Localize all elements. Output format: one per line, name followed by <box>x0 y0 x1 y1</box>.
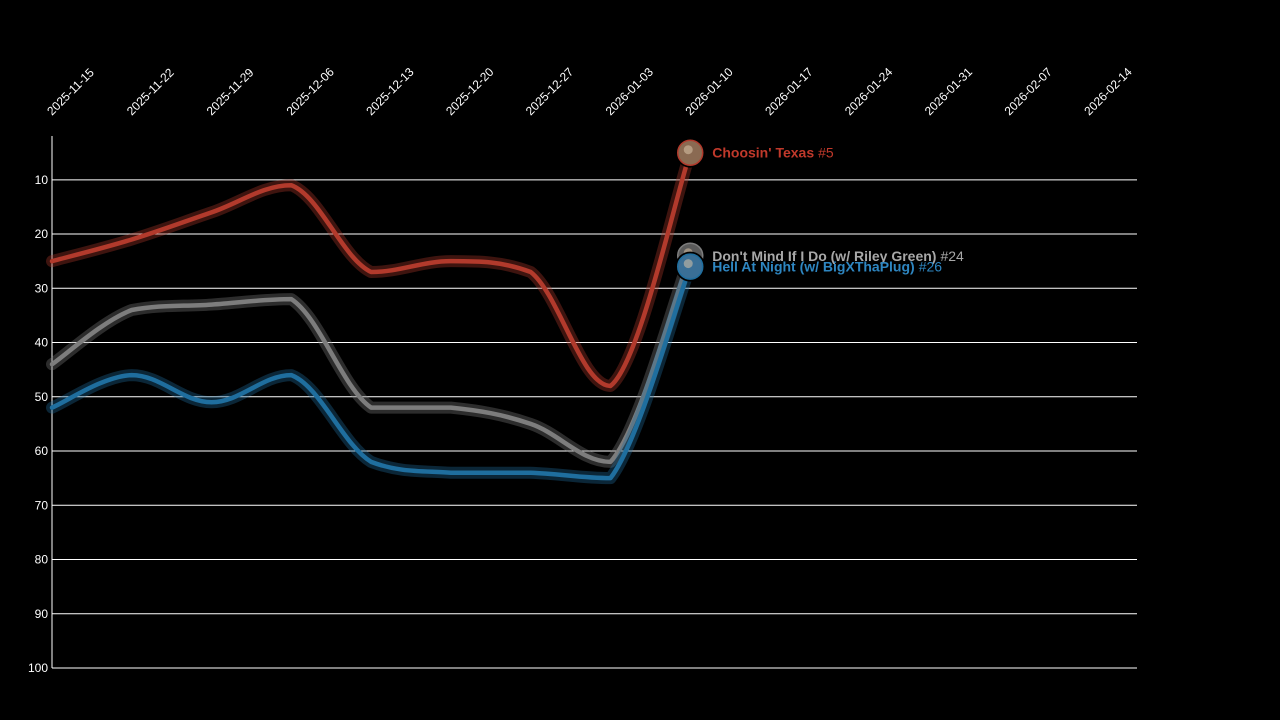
x-tick-label: 2025-11-15 <box>44 65 97 118</box>
x-tick-label: 2025-12-27 <box>523 65 577 119</box>
series-path <box>49 264 693 481</box>
x-tick-label: 2026-01-17 <box>762 65 816 119</box>
y-tick-label: 10 <box>35 173 49 187</box>
series-label: Don't Mind If I Do (w/ Riley Green) #24 <box>712 248 964 264</box>
x-axis: 2025-11-15 2025-11-22 2025-11-29 2025-12-06… <box>44 65 1135 119</box>
series-rank: #5 <box>818 145 834 161</box>
avatar-figure-icon <box>683 259 693 269</box>
y-axis: 10 20 30 40 50 60 70 80 90 100 <box>28 136 53 675</box>
series-label: Choosin' Texas #5 <box>712 145 834 161</box>
y-tick-label: 40 <box>35 336 49 350</box>
x-tick-label: 2025-12-13 <box>363 65 417 119</box>
series-rank: #26 <box>919 259 943 275</box>
grid-lines <box>52 179 1137 669</box>
x-tick-label: 2026-01-10 <box>682 65 736 119</box>
x-tick-label: 2025-11-22 <box>124 65 177 118</box>
y-tick-label: 70 <box>35 498 49 512</box>
x-tick-label: 2026-01-31 <box>922 65 976 119</box>
series-lines <box>46 146 697 485</box>
series-rank: #24 <box>940 248 964 264</box>
series-line <box>46 249 697 468</box>
x-tick-label: 2025-11-29 <box>204 65 257 118</box>
y-tick-label: 60 <box>35 444 49 458</box>
series-path <box>49 253 693 465</box>
y-tick-label: 90 <box>35 607 49 621</box>
y-tick-label: 80 <box>35 553 49 567</box>
x-tick-label: 2025-12-20 <box>443 65 497 119</box>
series-glow <box>46 249 697 468</box>
y-tick-label: 50 <box>35 390 49 404</box>
x-tick-label: 2025-12-06 <box>284 65 338 119</box>
series-name: Choosin' Texas <box>712 145 814 161</box>
y-tick-label: 100 <box>28 661 48 675</box>
series-labels: Choosin' Texas #5 Don't Mind If I Do (w/ R… <box>675 137 964 282</box>
avatar-figure-icon <box>683 145 693 155</box>
series-label: Hell At Night (w/ BigXThaPlug) #26 <box>712 259 942 275</box>
series-name: Don't Mind If I Do (w/ Riley Green) <box>712 248 936 264</box>
series-line <box>46 146 697 392</box>
series-avatar <box>675 137 706 168</box>
x-tick-label: 2026-01-24 <box>842 65 896 119</box>
series-name: Hell At Night (w/ BigXThaPlug) <box>712 259 914 275</box>
y-tick-label: 30 <box>35 281 49 295</box>
series-line <box>46 260 697 485</box>
series-avatar <box>675 251 706 282</box>
x-tick-label: 2026-02-07 <box>1002 65 1056 119</box>
series-glow <box>46 146 697 392</box>
x-tick-label: 2026-01-03 <box>603 65 657 119</box>
series-path <box>49 150 693 389</box>
y-tick-label: 20 <box>35 227 49 241</box>
x-tick-label: 2026-02-14 <box>1081 65 1135 119</box>
